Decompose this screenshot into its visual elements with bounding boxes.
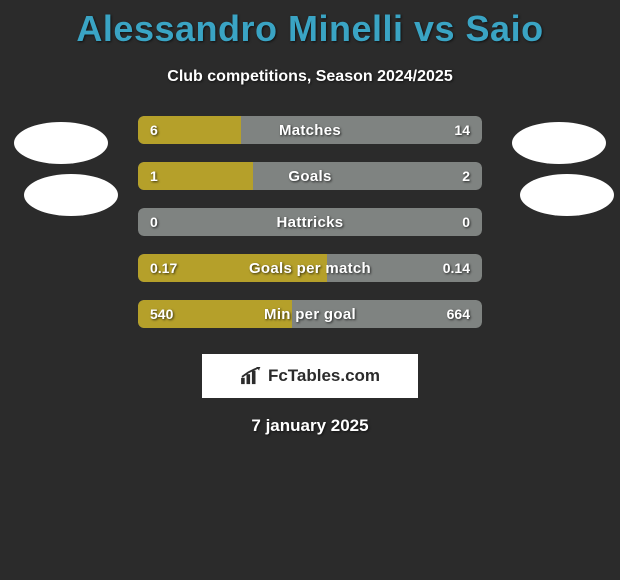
bar-row: 00Hattricks bbox=[138, 208, 482, 236]
bar-row: 614Matches bbox=[138, 116, 482, 144]
player-right-avatar-1 bbox=[512, 122, 606, 164]
player-right-avatar-2 bbox=[520, 174, 614, 216]
page-title: Alessandro Minelli vs Saio bbox=[0, 0, 620, 50]
bar-label: Goals per match bbox=[138, 254, 482, 282]
bar-label: Hattricks bbox=[138, 208, 482, 236]
player-left-avatar-1 bbox=[14, 122, 108, 164]
bar-label: Min per goal bbox=[138, 300, 482, 328]
bar-row: 12Goals bbox=[138, 162, 482, 190]
date-label: 7 january 2025 bbox=[0, 416, 620, 436]
player-left-avatar-2 bbox=[24, 174, 118, 216]
bar-row: 0.170.14Goals per match bbox=[138, 254, 482, 282]
brand-text: FcTables.com bbox=[268, 366, 380, 386]
bar-row: 540664Min per goal bbox=[138, 300, 482, 328]
page-subtitle: Club competitions, Season 2024/2025 bbox=[0, 68, 620, 86]
comparison-chart: 614Matches 12Goals 00Hattricks 0.170.14Goal… bbox=[0, 116, 620, 346]
bar-label: Matches bbox=[138, 116, 482, 144]
chart-icon bbox=[240, 367, 262, 385]
brand-box[interactable]: FcTables.com bbox=[202, 354, 418, 398]
bar-label: Goals bbox=[138, 162, 482, 190]
bars-container: 614Matches 12Goals 00Hattricks 0.170.14Goal… bbox=[138, 116, 482, 346]
